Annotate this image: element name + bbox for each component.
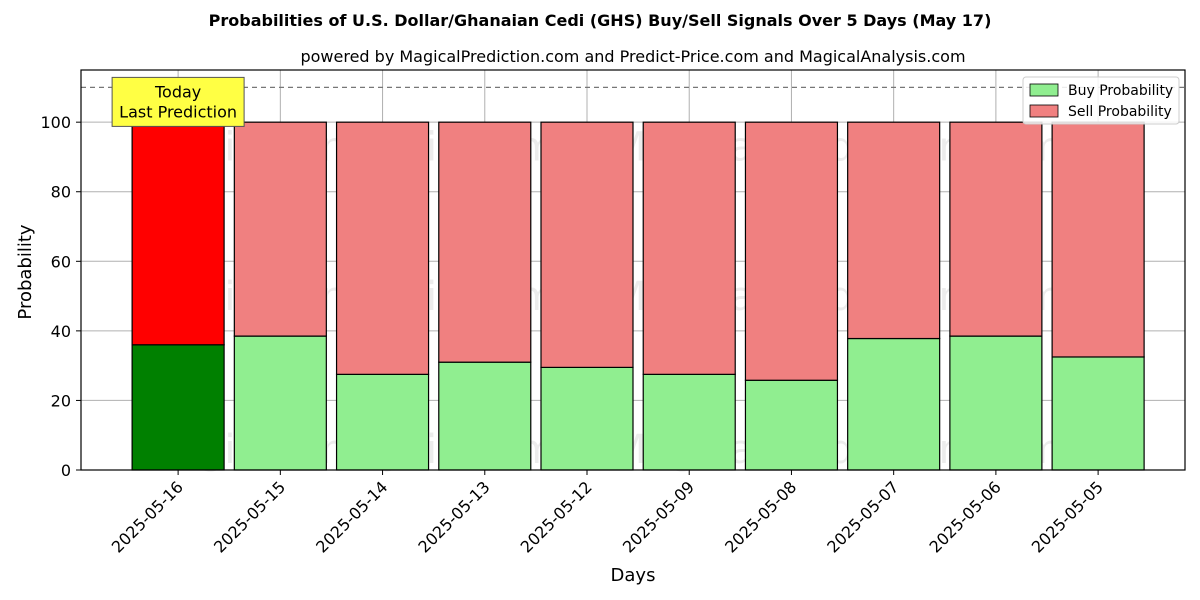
chart-title: Probabilities of U.S. Dollar/Ghanaian Ce… [209, 11, 992, 30]
y-tick-label: 40 [51, 322, 71, 341]
x-axis-label: Days [611, 565, 656, 586]
x-tick-label: 2025-05-15 [210, 477, 289, 556]
bars [131, 121, 1145, 471]
bar-buy [438, 361, 532, 471]
y-tick-label: 60 [51, 252, 71, 271]
legend-swatch [1029, 104, 1059, 118]
y-tick-label: 80 [51, 183, 71, 202]
bar-sell [744, 121, 839, 381]
legend-label: Buy Probability [1068, 83, 1173, 99]
annotation-box [111, 76, 245, 127]
legend: Buy Probability Sell Probability [1022, 76, 1180, 125]
bar-buy [949, 335, 1043, 471]
bar-buy [233, 335, 327, 471]
x-tick-label: 2025-05-08 [721, 477, 800, 556]
legend-swatch [1029, 83, 1059, 97]
annotation-text: Today [154, 82, 201, 101]
bar-sell [131, 121, 225, 346]
bar-buy [131, 344, 225, 471]
x-tick-label: 2025-05-07 [823, 477, 902, 556]
bar-sell [949, 121, 1043, 337]
annotation-text: Last Prediction [119, 102, 237, 121]
bar-buy [540, 366, 634, 471]
bar-buy [642, 373, 736, 471]
bar-sell [438, 121, 532, 363]
x-tick-label: 2025-05-16 [108, 477, 187, 556]
y-tick-label: 100 [40, 113, 71, 132]
bar-sell [233, 121, 327, 337]
legend-label: Sell Probability [1068, 104, 1172, 120]
bar-sell [1051, 121, 1145, 358]
x-tick-label: 2025-05-09 [619, 477, 698, 556]
bar-buy [847, 337, 941, 471]
x-tick-label: 2025-05-13 [414, 477, 493, 556]
plot-frame [80, 69, 1186, 471]
axes [80, 69, 1186, 471]
x-tick-label: 2025-05-12 [517, 477, 596, 556]
y-tick-label: 0 [61, 461, 71, 480]
y-axis-label: Probability [15, 224, 36, 319]
chart-subtitle: powered by MagicalPrediction.com and Pre… [300, 47, 965, 66]
bar-buy [335, 373, 430, 471]
y-tick-label: 20 [51, 391, 71, 410]
bar-sell [540, 121, 634, 368]
legend-box [1022, 76, 1180, 125]
x-tick-label: 2025-05-05 [1028, 477, 1107, 556]
bar-sell [335, 121, 430, 375]
bar-sell [642, 121, 736, 375]
bar-sell [847, 121, 941, 340]
bar-buy [744, 379, 839, 471]
x-tick-label: 2025-05-06 [926, 477, 1005, 556]
bar-buy [1051, 356, 1145, 471]
x-tick-label: 2025-05-14 [312, 477, 391, 556]
